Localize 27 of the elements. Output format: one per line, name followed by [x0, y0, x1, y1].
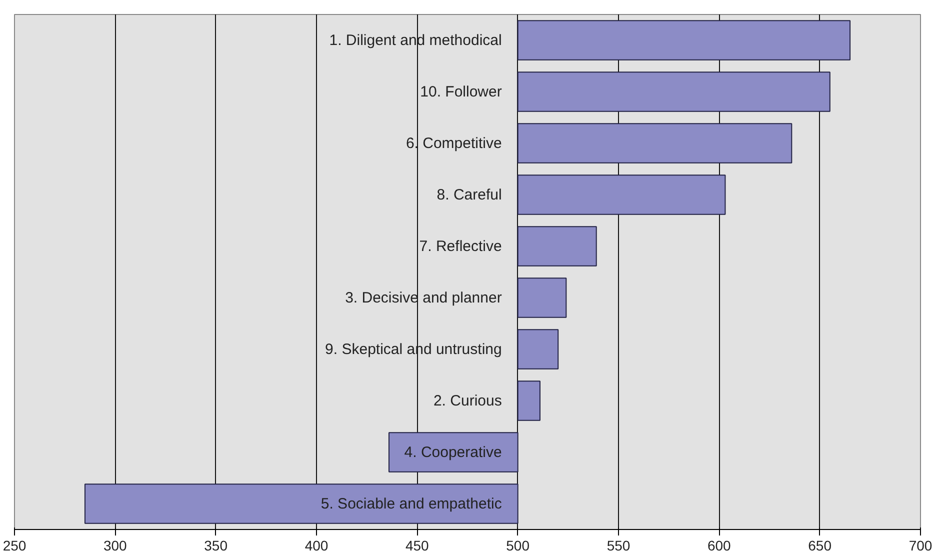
- bar: [517, 380, 540, 421]
- y-tick-label: 6. Competitive: [406, 134, 502, 152]
- x-tick-label: 300: [103, 538, 128, 554]
- bar: [84, 484, 518, 524]
- bar: [517, 123, 792, 164]
- bar: [517, 329, 559, 370]
- bar: [517, 72, 830, 112]
- bar: [517, 278, 567, 318]
- x-tick-label: 600: [707, 538, 732, 554]
- x-tick-label: 700: [908, 538, 932, 554]
- x-tick-label: 500: [506, 538, 530, 554]
- bar: [517, 174, 726, 215]
- x-tick-label: 350: [204, 538, 228, 554]
- x-tick-label: 450: [405, 538, 430, 554]
- y-tick-label: 4. Cooperative: [404, 444, 502, 461]
- bar: [517, 20, 851, 60]
- y-tick-label: 8. Careful: [436, 186, 502, 204]
- y-tick-label: 5. Sociable and empathetic: [320, 495, 502, 512]
- y-tick-label: 7. Reflective: [419, 238, 502, 255]
- x-tick-label: 650: [808, 538, 832, 554]
- y-tick-label: 10. Follower: [420, 83, 502, 100]
- bar: [388, 432, 518, 472]
- x-tick-label: 400: [304, 538, 328, 554]
- x-tick-label: 550: [606, 538, 630, 554]
- y-tick-label: 2. Curious: [433, 392, 502, 410]
- x-tick-label: 250: [2, 538, 26, 554]
- bar: [517, 226, 597, 266]
